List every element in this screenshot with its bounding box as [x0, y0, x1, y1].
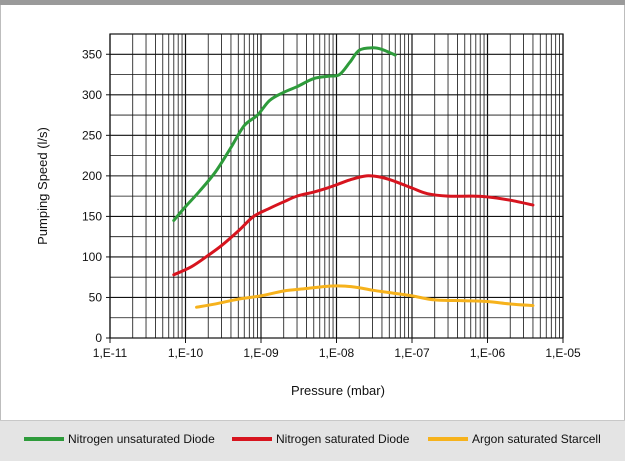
grid-major-lines [106, 33, 564, 343]
x-tick-label: 1,E-08 [319, 346, 355, 360]
legend-label: Nitrogen unsaturated Diode [68, 432, 215, 446]
top-border-bar [0, 0, 625, 5]
series-line-1 [172, 174, 535, 277]
y-tick-label: 150 [82, 209, 102, 223]
y-tick-labels: 0 50 100 150 200 250 300 350 [82, 47, 102, 345]
plot-border [109, 33, 564, 339]
x-tick-labels: 1,E-11 1,E-10 1,E-09 1,E-08 1,E-07 1,E-06 1,E-… [93, 346, 581, 360]
legend-label: Nitrogen saturated Diode [276, 432, 410, 446]
legend-item-nitrogen-saturated: Nitrogen saturated Diode [232, 431, 409, 447]
series-layer [172, 46, 535, 309]
y-tick-label: 300 [82, 88, 102, 102]
x-tick-label: 1,E-11 [93, 346, 128, 360]
y-tick-label: 350 [82, 47, 102, 61]
chart-canvas: 1,E-11 1,E-10 1,E-09 1,E-08 1,E-07 1,E-06 1,E-… [35, 33, 581, 398]
x-tick-label: 1,E-10 [168, 346, 204, 360]
y-tick-label: 0 [95, 331, 102, 345]
legend-swatch-orange [428, 437, 468, 441]
x-tick-label: 1,E-07 [394, 346, 430, 360]
legend-bar [0, 420, 625, 461]
y-tick-label: 250 [82, 128, 102, 142]
y-tick-label: 100 [82, 250, 102, 264]
x-axis-title: Pressure (mbar) [291, 383, 385, 398]
legend-item-nitrogen-unsaturated: Nitrogen unsaturated Diode [24, 431, 215, 447]
series-line-2 [195, 284, 535, 309]
legend-swatch-green [24, 437, 64, 441]
y-axis-title: Pumping Speed (l/s) [35, 127, 50, 245]
x-tick-label: 1,E-06 [470, 346, 506, 360]
x-tick-label: 1,E-09 [243, 346, 279, 360]
x-tick-label: 1,E-05 [545, 346, 581, 360]
legend-item-argon-saturated: Argon saturated Starcell [428, 431, 601, 447]
y-tick-label: 200 [82, 169, 102, 183]
legend-label: Argon saturated Starcell [472, 432, 601, 446]
series-line-0 [172, 46, 397, 222]
y-tick-label: 50 [89, 290, 103, 304]
legend-swatch-red [232, 437, 272, 441]
